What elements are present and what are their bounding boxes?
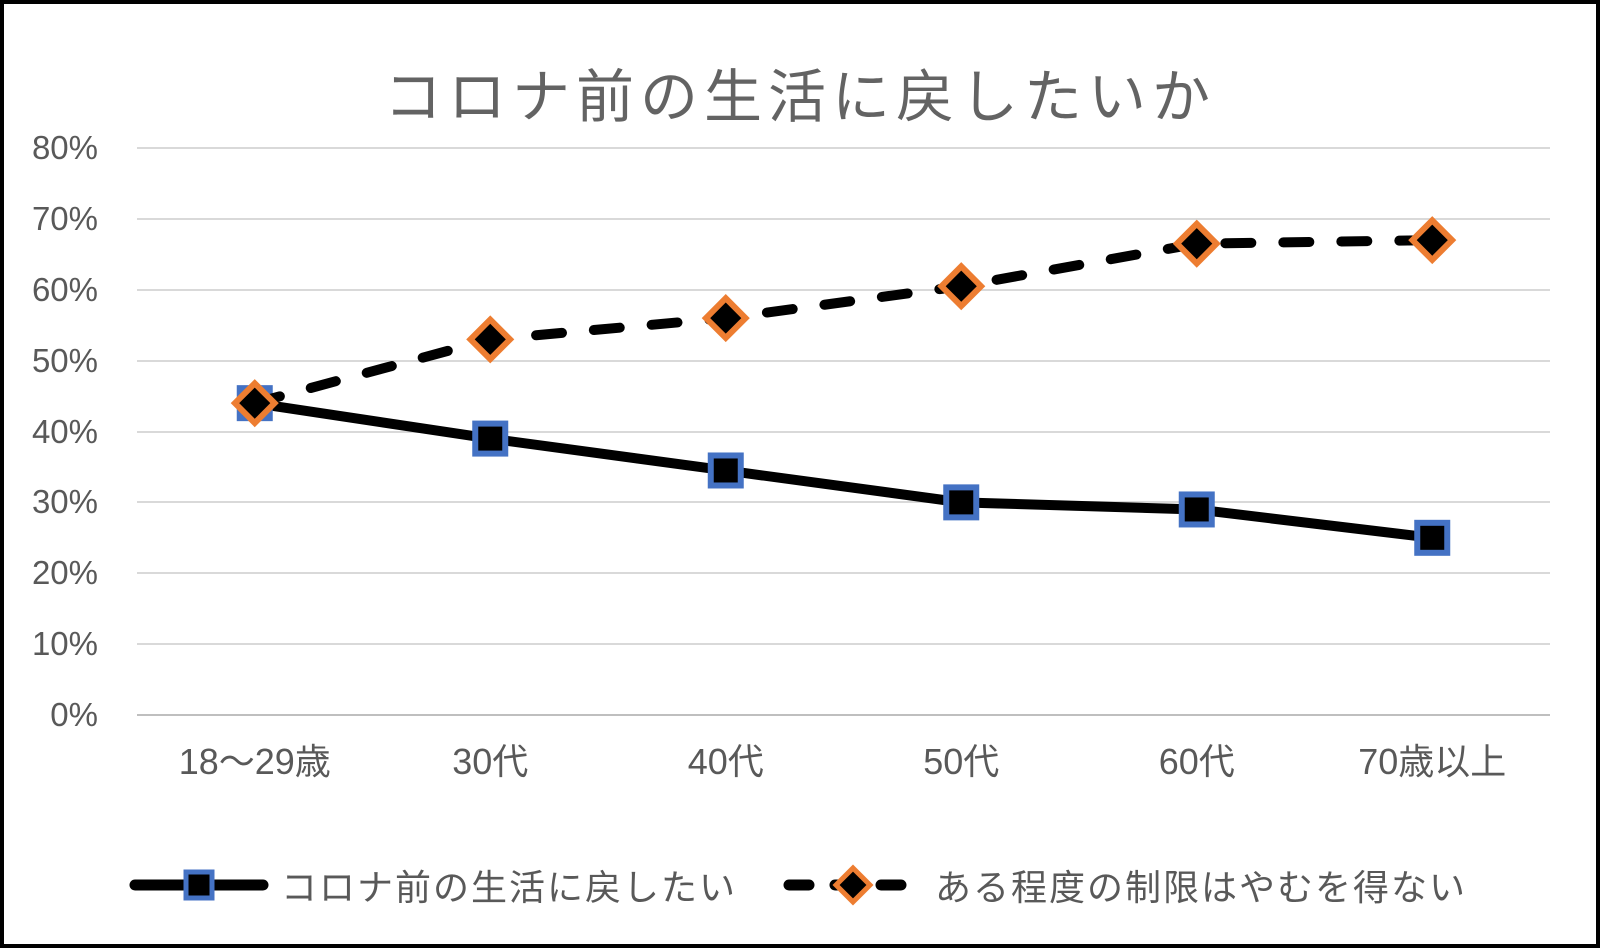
legend-line-sample [783,864,923,906]
legend-line-sample [129,869,269,901]
legend-diamond-marker [832,864,874,906]
x-axis-line [137,714,1550,716]
x-axis-category-label: 30代 [452,741,529,782]
diamond-marker [937,262,986,311]
square-marker [1414,519,1451,556]
gridline [137,147,1550,149]
gridline [137,643,1550,646]
square-marker [472,420,509,457]
diamond-marker [230,379,279,428]
diamond-marker [701,294,750,343]
chart-title: コロナ前の生活に戻したいか [383,65,1216,130]
plot-area [230,216,1457,556]
gridline [137,359,1550,362]
x-axis-category-label: 70歳以上 [1358,741,1507,782]
x-axis-category-label: 18〜29歳 [178,741,331,782]
legend-square-marker [183,869,215,901]
y-axis-tick-label: 80% [31,129,98,166]
diamond-marker [466,315,515,364]
diamond-marker [1408,216,1457,265]
y-axis-tick-label: 40% [31,412,98,450]
legend: コロナ前の生活に戻したい ある程度の制限はやむを得ない [4,855,1596,915]
legend-entry: ある程度の制限はやむを得ない [783,859,1468,911]
y-axis-tick-label: 0% [50,696,98,733]
legend-entry: コロナ前の生活に戻したい [129,859,737,911]
gridline [137,288,1550,291]
square-marker [943,484,980,521]
x-axis-category-label: 60代 [1158,741,1235,782]
series-line-solid [254,398,1433,543]
x-axis-category-label: 40代 [687,741,764,782]
gridline [137,217,1550,220]
y-axis-tick-label: 10% [31,625,98,663]
gridline [137,572,1550,575]
x-axis-category-label: 50代 [923,741,1000,782]
y-axis-tick-label: 20% [31,554,98,592]
diamond-marker [1172,219,1221,268]
square-marker [707,452,744,489]
gridline [137,430,1550,433]
legend-label: コロナ前の生活に戻したい [280,867,737,908]
gridline [137,501,1550,504]
y-axis-tick-label: 30% [31,483,98,521]
y-axis-tick-label: 60% [31,270,98,308]
y-axis-tick-label: 50% [31,341,98,379]
y-axis-tick-label: 70% [31,199,98,237]
square-marker [1178,491,1215,528]
series-line-dashed [249,235,1438,409]
legend-label: ある程度の制限はやむを得ない [935,867,1468,908]
